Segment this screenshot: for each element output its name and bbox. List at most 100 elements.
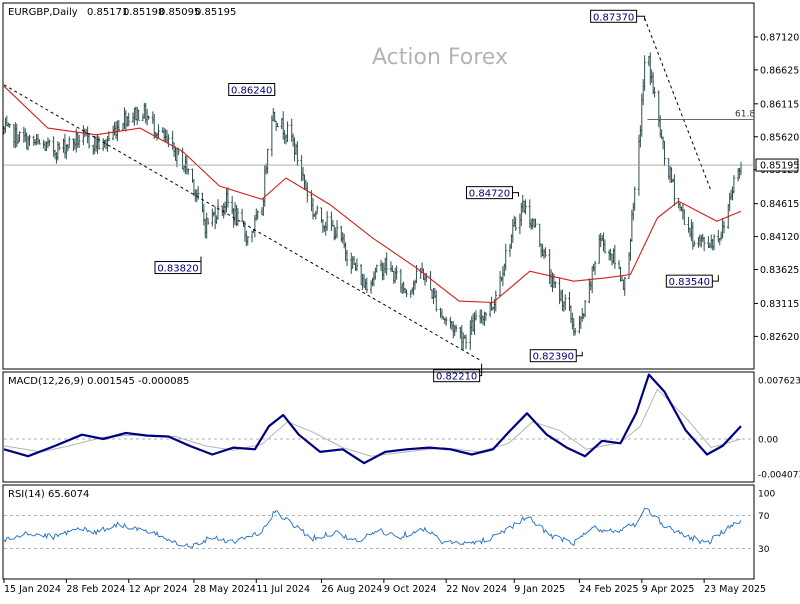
price-bar	[375, 264, 378, 273]
price-bar	[583, 299, 587, 318]
price-bar	[18, 131, 21, 142]
annotation-box	[154, 261, 202, 275]
price-bar	[325, 211, 329, 231]
price-bar	[474, 310, 478, 321]
price-bar	[494, 290, 498, 312]
annotation-leader	[479, 363, 483, 377]
annotation-text: 0.84720	[469, 189, 510, 200]
ohlc-low: 0.85095	[159, 7, 200, 18]
date-label: 9 Apr 2025	[642, 584, 695, 595]
price-bar	[67, 136, 71, 149]
price-tick-label: 0.87120	[760, 32, 799, 43]
price-bar	[524, 199, 527, 215]
annotation-box	[465, 186, 513, 200]
price-tick-label: 0.84120	[760, 232, 799, 243]
price-panel-frame	[2, 2, 755, 370]
macd-tick-label: 0.00	[758, 436, 778, 446]
date-label: 15 Jan 2024	[4, 584, 61, 595]
ohlc-open: 0.85171	[87, 7, 128, 18]
price-bar	[593, 260, 597, 276]
date-axis: 15 Jan 2024 28 Feb 2024 12 Apr 2024 28 May …	[3, 579, 766, 595]
price-bar	[206, 217, 210, 225]
price-bar	[732, 175, 736, 194]
price-bar	[286, 121, 289, 143]
annotation-leader	[712, 275, 719, 282]
date-label: 22 Nov 2024	[446, 584, 507, 595]
price-bar	[514, 217, 517, 231]
trendline	[3, 84, 482, 362]
annotation-text: 0.83540	[669, 277, 710, 288]
annotation-text: 0.86240	[231, 85, 272, 96]
price-annotation: 0.83820	[154, 256, 202, 275]
ohlc-close: 0.85195	[195, 7, 236, 18]
annotation-text: 0.82390	[533, 352, 574, 363]
price-bar	[266, 148, 269, 174]
price-bar	[663, 140, 666, 166]
price-bar	[739, 161, 743, 176]
annotation-box	[665, 274, 713, 288]
price-bar	[613, 244, 617, 269]
price-bar	[693, 240, 696, 247]
date-label: 28 May 2024	[194, 584, 256, 595]
price-annotation: 0.83540	[665, 274, 719, 288]
annotation-text: 0.83820	[157, 264, 198, 275]
annotation-leader	[636, 15, 646, 21]
price-bar	[573, 327, 577, 336]
price-bar	[246, 235, 249, 246]
macd-tick-label: 0.007623	[758, 377, 800, 387]
date-label: 26 Aug 2024	[321, 584, 382, 595]
price-bar	[603, 239, 607, 254]
price-bar	[216, 199, 220, 220]
rsi-title: RSI(14) 65.6074	[8, 489, 89, 500]
price-panel: EURGBP,Daily 0.85171 0.85198 0.85095 0.8…	[2, 2, 799, 383]
trendline	[644, 18, 712, 192]
price-tick-label: 0.83115	[760, 299, 799, 310]
price-bar	[167, 134, 170, 148]
date-label: 12 Apr 2024	[129, 584, 188, 595]
macd-title: MACD(12,26,9) 0.001545 -0.000085	[8, 376, 189, 387]
rsi-axis: 100 70 30	[758, 490, 775, 555]
price-bar	[8, 123, 11, 128]
price-bar	[137, 109, 140, 121]
price-bar	[38, 139, 41, 145]
macd-lines	[3, 373, 742, 465]
price-annotation: 0.82210	[433, 363, 483, 383]
current-price-label: 0.85195	[760, 161, 799, 172]
symbol-label: EURGBP,Daily	[8, 7, 78, 18]
annotation-box	[433, 369, 481, 383]
annotation-text: 0.82210	[436, 372, 477, 383]
price-bar	[554, 281, 557, 289]
price-bar	[673, 174, 676, 206]
price-bar	[722, 220, 726, 234]
macd-tick-label: -0.004073	[758, 471, 800, 481]
price-bar	[147, 115, 150, 120]
macd-panel-frame	[2, 371, 755, 483]
price-annotation: 0.86240	[228, 82, 276, 96]
price-bar	[435, 290, 438, 312]
price-bar	[87, 134, 91, 149]
price-tick-label: 0.83625	[760, 265, 799, 276]
price-bar	[712, 234, 716, 251]
price-axis: 0.871200.866250.861150.856200.851250.846…	[4, 32, 799, 343]
price-annotation: 0.82390	[529, 349, 583, 363]
price-bar	[544, 247, 547, 258]
price-bar	[534, 218, 537, 228]
price-bar	[306, 182, 309, 203]
price-bar	[484, 312, 488, 321]
price-bar	[395, 265, 398, 280]
price-bar	[385, 252, 388, 276]
price-tick-label: 0.86115	[760, 99, 799, 110]
date-label: 9 Oct 2024	[384, 584, 437, 595]
price-bar	[296, 141, 299, 167]
price-bar	[335, 220, 339, 239]
price-bar	[653, 86, 656, 98]
rsi-tick-label: 100	[758, 490, 775, 500]
rsi-tick-label: 70	[758, 512, 770, 522]
fib-label: 61.8	[735, 109, 755, 119]
price-bar	[77, 134, 81, 148]
price-tick-label: 0.85620	[760, 132, 799, 143]
price-bar	[276, 122, 279, 128]
price-tick-label: 0.86625	[760, 65, 799, 76]
